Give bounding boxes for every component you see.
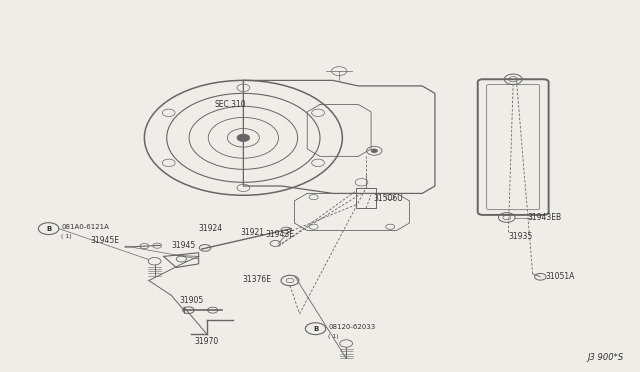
Text: B: B xyxy=(313,326,318,332)
Text: 31970: 31970 xyxy=(194,337,218,346)
Text: 081A0-6121A: 081A0-6121A xyxy=(61,224,109,230)
Text: 31506U: 31506U xyxy=(374,195,403,203)
Circle shape xyxy=(237,134,250,141)
Text: ( 1): ( 1) xyxy=(61,234,72,238)
Text: B: B xyxy=(46,226,51,232)
Text: 31935: 31935 xyxy=(508,231,532,241)
Text: 31376E: 31376E xyxy=(242,275,271,284)
Text: 31945E: 31945E xyxy=(90,236,119,245)
Text: ( 1): ( 1) xyxy=(328,334,339,339)
Text: J3 900*S: J3 900*S xyxy=(587,353,623,362)
Text: 08120-62033: 08120-62033 xyxy=(328,324,376,330)
Circle shape xyxy=(371,149,378,153)
Text: SEC.310: SEC.310 xyxy=(214,100,246,109)
Text: 31924: 31924 xyxy=(198,224,223,233)
Text: 31051A: 31051A xyxy=(545,272,575,281)
Bar xyxy=(356,188,376,208)
Text: 31943EB: 31943EB xyxy=(527,213,561,222)
Text: 31921: 31921 xyxy=(240,228,264,237)
Text: 31945: 31945 xyxy=(172,241,195,250)
Text: 31905: 31905 xyxy=(179,296,204,305)
Text: 31943E: 31943E xyxy=(266,230,294,239)
